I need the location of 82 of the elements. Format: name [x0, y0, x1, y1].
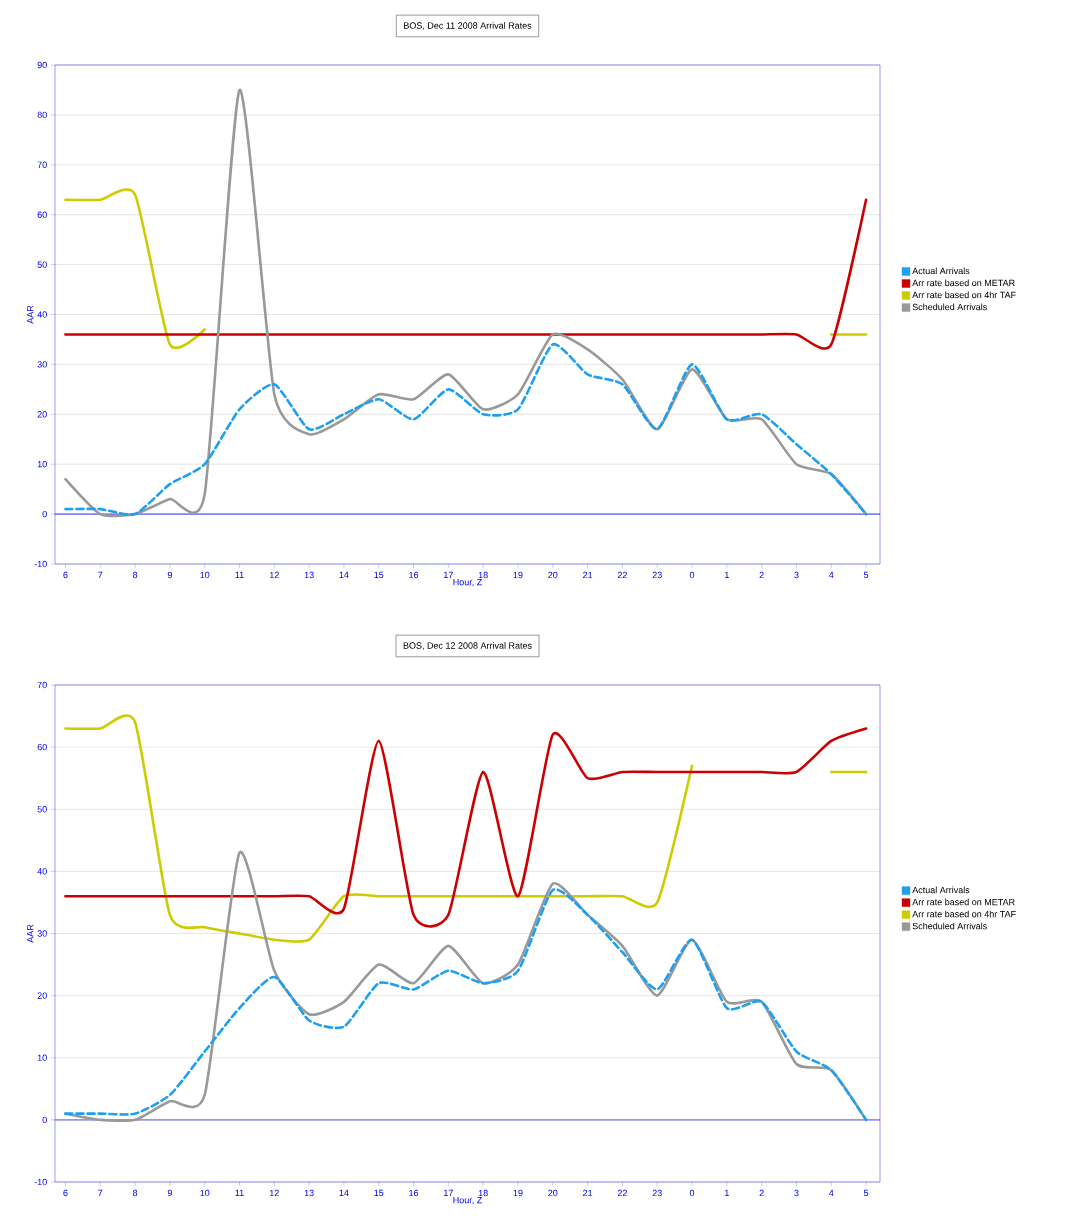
x-tick-label: 1 [725, 1189, 729, 1196]
y-tick-label: 50 [37, 806, 47, 813]
x-tick-label: 17 [444, 571, 453, 578]
x-tick-label: 22 [617, 571, 627, 579]
x-tick-label: 8 [132, 571, 138, 579]
x-tick-label: 15 [374, 1189, 384, 1197]
x-tick-label: 21 [583, 571, 593, 579]
x-tick-label: 5 [863, 1189, 869, 1197]
x-tick-label: 0 [689, 1189, 695, 1197]
legend-label: Scheduled Arrivals [912, 922, 987, 930]
y-tick-label: 0 [42, 510, 47, 518]
x-tick-label: 13 [304, 571, 314, 579]
y-tick-label: 60 [37, 743, 47, 751]
x-tick-label: 11 [235, 1189, 244, 1196]
x-tick-label: 18 [478, 571, 488, 579]
x-tick-label: 22 [617, 1189, 627, 1197]
y-tick-label: 60 [37, 211, 47, 218]
x-tick-label: 2 [759, 1189, 764, 1197]
y-tick-label: 80 [37, 111, 47, 119]
x-tick-label: 16 [409, 1189, 419, 1197]
x-tick-label: 14 [339, 1189, 349, 1196]
legend-label: Actual Arrivals [912, 267, 970, 275]
x-tick-label: 1 [725, 571, 729, 578]
y-axis-title: AAR [27, 305, 34, 324]
x-tick-label: 7 [98, 1189, 103, 1196]
y-tick-label: 30 [37, 361, 47, 368]
x-tick-label: 16 [409, 571, 419, 579]
x-tick-label: 9 [167, 571, 172, 579]
x-tick-label: 6 [63, 571, 68, 579]
x-tick-label: 12 [269, 571, 279, 579]
legend-label: Arr rate based on 4hr TAF [912, 291, 1016, 299]
x-tick-label: 6 [63, 1189, 68, 1197]
y-tick-label: 10 [37, 1054, 47, 1061]
x-tick-label: 8 [132, 1189, 138, 1197]
x-tick-label: 3 [794, 1189, 799, 1197]
y-tick-label: 50 [37, 261, 47, 268]
y-tick-label: 40 [37, 311, 47, 318]
y-tick-label: 70 [37, 161, 47, 168]
x-tick-label: 20 [548, 571, 558, 579]
x-tick-label: 10 [200, 571, 210, 579]
x-tick-label: 5 [863, 571, 869, 579]
chart-title: BOS, Dec 12 2008 Arrival Rates [403, 642, 532, 650]
x-tick-label: 15 [374, 571, 384, 579]
legend-label: Scheduled Arrivals [912, 303, 987, 311]
y-tick-label: 20 [37, 411, 47, 418]
x-tick-label: 20 [548, 1189, 558, 1197]
x-tick-label: 4 [828, 571, 834, 578]
x-tick-label: 23 [652, 1189, 662, 1197]
x-tick-label: 3 [794, 571, 799, 579]
legend-label: Arr rate based on METAR [912, 279, 1015, 287]
x-tick-label: 4 [828, 1189, 834, 1196]
y-tick-label: -10 [34, 1178, 47, 1186]
x-tick-label: 17 [444, 1189, 453, 1196]
x-tick-label: 21 [583, 1189, 593, 1197]
x-tick-label: 14 [339, 571, 349, 578]
y-tick-label: 70 [37, 681, 47, 689]
y-tick-label: 20 [37, 992, 47, 999]
x-tick-label: 23 [652, 571, 662, 579]
x-tick-label: 7 [98, 571, 103, 578]
x-tick-label: 19 [513, 571, 523, 579]
y-tick-label: 30 [37, 930, 47, 937]
x-tick-label: 13 [304, 1189, 314, 1197]
x-tick-label: 11 [235, 571, 244, 578]
y-tick-label: 0 [42, 1116, 47, 1124]
legend-label: Arr rate based on 4hr TAF [912, 910, 1016, 918]
x-tick-label: 9 [167, 1189, 172, 1197]
x-axis-title: Hour, Z [453, 1197, 482, 1205]
y-tick-label: -10 [34, 560, 47, 568]
x-tick-label: 2 [759, 571, 764, 579]
legend-label: Arr rate based on METAR [912, 898, 1015, 906]
legend-label: Actual Arrivals [912, 886, 970, 894]
chart-title: BOS, Dec 11 2008 Arrival Rates [404, 22, 532, 30]
x-axis-title: Hour, Z [453, 579, 482, 587]
x-tick-label: 12 [269, 1189, 279, 1197]
y-tick-label: 90 [37, 61, 47, 69]
y-axis-title: AAR [27, 924, 34, 943]
x-tick-label: 19 [513, 1189, 523, 1197]
y-tick-label: 40 [37, 868, 47, 875]
x-tick-label: 0 [689, 571, 695, 579]
x-tick-label: 18 [478, 1189, 488, 1197]
y-tick-label: 10 [37, 461, 47, 468]
x-tick-label: 10 [200, 1189, 210, 1197]
